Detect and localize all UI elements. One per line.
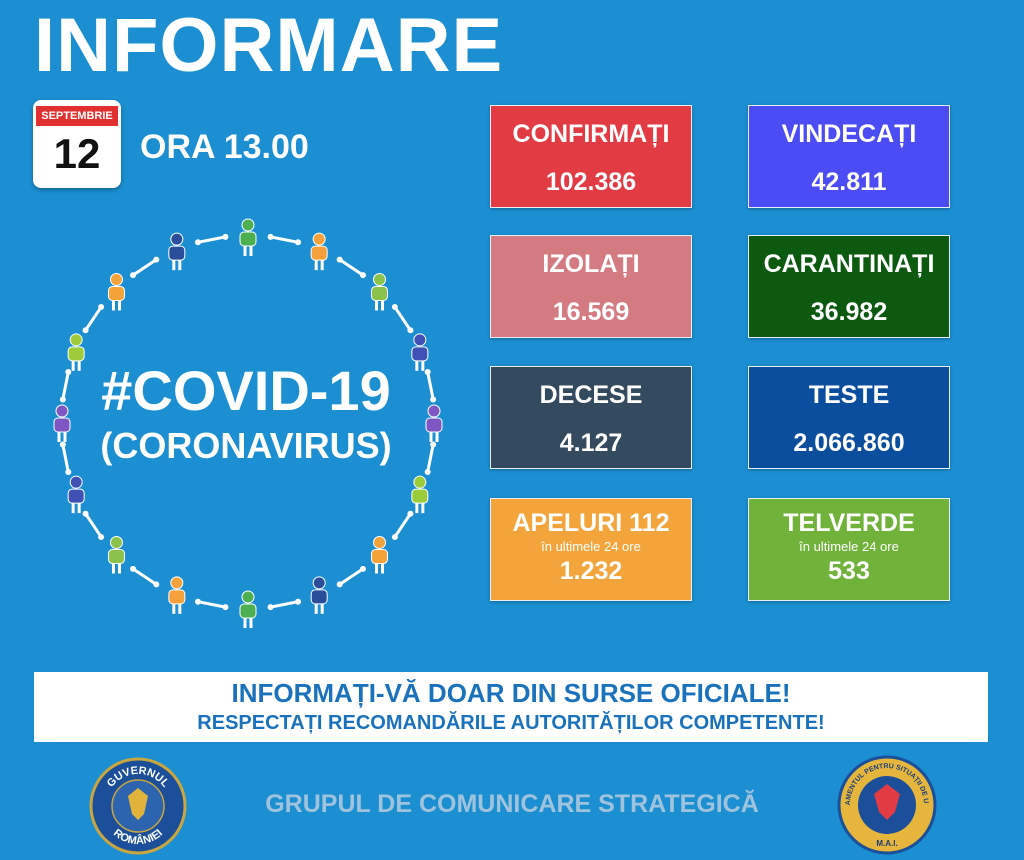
arrow — [270, 600, 299, 609]
time: ORA 13.00 — [140, 128, 309, 166]
arrow — [338, 258, 364, 277]
logo-right: DEPARTAMENTUL PENTRU SITUAȚII DE URGENȚĂ… — [836, 754, 937, 855]
stat-note: în ultimele 24 ore — [541, 539, 641, 554]
stat-box: VINDECAȚI 42.811 — [748, 105, 950, 208]
arrow — [426, 444, 435, 473]
arrow — [426, 371, 435, 400]
calendar-day: 12 — [53, 130, 101, 177]
arrow — [61, 371, 70, 400]
stat-box: TESTE 2.066.860 — [748, 366, 950, 469]
arrow — [132, 258, 158, 277]
person-body — [411, 346, 429, 362]
person-head — [109, 536, 123, 550]
banner-line: INFORMAȚI-VĂ DOAR DIN SURSE OFICIALE! — [231, 678, 791, 708]
calendar-icon: SEPTEMBRIE 12 — [33, 100, 121, 188]
person-body — [107, 549, 125, 565]
person-body — [107, 285, 125, 301]
person-head — [241, 218, 255, 232]
footer-text: GRUPUL DE COMUNICARE STRATEGICĂ — [265, 790, 759, 818]
stat-label: APELURI 112 — [512, 509, 670, 537]
stat-box: TELVERDE în ultimele 24 ore 533 — [748, 498, 950, 601]
stat-label: CONFIRMAȚI — [512, 120, 670, 148]
arrow — [84, 306, 103, 332]
person-body — [168, 589, 186, 605]
person-head — [413, 333, 427, 347]
person-body — [67, 346, 85, 362]
arrow — [61, 444, 70, 473]
person-head — [413, 475, 427, 489]
hashtag-sub: (CORONAVIRUS) — [100, 425, 391, 466]
stat-value: 4.127 — [559, 429, 623, 457]
logo-text: ROMÂNIEI — [111, 827, 165, 847]
stat-box: DECESE 4.127 — [490, 366, 692, 469]
stat-label: VINDECAȚI — [781, 120, 917, 148]
person-body — [53, 417, 71, 433]
arrow — [197, 235, 226, 244]
stat-value: 2.066.860 — [793, 429, 905, 457]
banner-line: RESPECTAȚI RECOMANDĂRILE AUTORITĂȚILOR C… — [197, 712, 825, 734]
stat-value: 42.811 — [811, 168, 887, 196]
person-body — [239, 603, 257, 619]
arrow — [132, 567, 158, 586]
person-head — [241, 590, 255, 604]
arrow — [197, 600, 226, 609]
stat-value: 533 — [828, 557, 870, 585]
person-head — [427, 404, 441, 418]
arrow — [393, 512, 412, 538]
person-head — [109, 272, 123, 286]
person-head — [170, 232, 184, 246]
person-head — [312, 576, 326, 590]
arrow — [338, 567, 364, 586]
person-head — [55, 404, 69, 418]
stat-box: CARANTINAȚI 36.982 — [748, 235, 950, 338]
person-body — [411, 488, 429, 504]
person-body — [168, 245, 186, 261]
arrow — [270, 235, 299, 244]
stat-value: 102.386 — [545, 168, 637, 196]
person-body — [371, 549, 389, 565]
person-head — [170, 576, 184, 590]
title: INFORMARE — [34, 3, 504, 88]
logo-text: ROMÂNIEI — [111, 827, 165, 847]
person-body — [239, 231, 257, 247]
stat-box: IZOLAȚI 16.569 — [490, 235, 692, 338]
logo-left: GUVERNUL ROMÂNIEI — [89, 757, 187, 855]
stat-label: CARANTINAȚI — [763, 250, 935, 278]
person-head — [373, 272, 387, 286]
stat-note: în ultimele 24 ore — [799, 539, 899, 554]
person-body — [371, 285, 389, 301]
person-body — [310, 589, 328, 605]
banner: INFORMAȚI-VĂ DOAR DIN SURSE OFICIALE! RE… — [34, 672, 988, 742]
calendar-month: SEPTEMBRIE — [36, 106, 118, 126]
stat-box: CONFIRMAȚI 102.386 — [490, 105, 692, 208]
person-head — [373, 536, 387, 550]
stat-label: IZOLAȚI — [542, 250, 640, 278]
person-body — [310, 245, 328, 261]
people-ring: #COVID-19 (CORONAVIRUS) — [53, 218, 443, 628]
stat-box: APELURI 112 în ultimele 24 ore 1.232 — [490, 498, 692, 601]
hashtag: #COVID-19 — [101, 359, 390, 422]
stat-label: TESTE — [808, 381, 890, 409]
stat-label: TELVERDE — [783, 509, 915, 537]
logo-text: M.A.I. — [876, 839, 897, 848]
person-head — [69, 333, 83, 347]
stat-value: 36.982 — [810, 298, 888, 326]
arrow — [393, 306, 412, 332]
person-head — [69, 475, 83, 489]
stat-label: DECESE — [539, 381, 643, 409]
stat-value: 16.569 — [552, 298, 630, 326]
person-body — [67, 488, 85, 504]
person-head — [312, 232, 326, 246]
person-body — [425, 417, 443, 433]
stat-value: 1.232 — [559, 557, 623, 585]
arrow — [84, 512, 103, 538]
